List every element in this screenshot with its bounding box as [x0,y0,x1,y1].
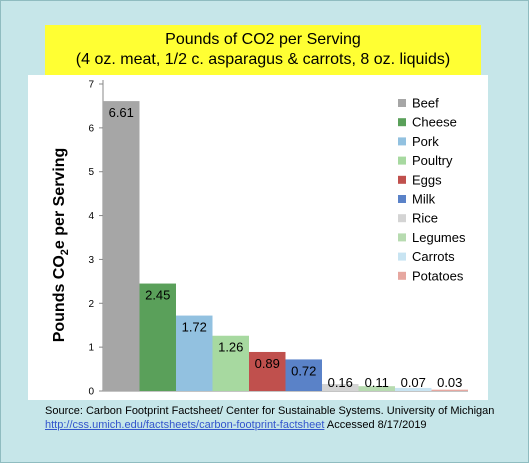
source-text: Source: Carbon Footprint Factsheet/ Cent… [45,405,495,417]
legend-label-beef: Beef [412,96,439,111]
legend-swatch-milk [398,195,406,203]
bar-value-label: 0.07 [401,375,426,390]
legend-label-legumes: Legumes [412,230,466,245]
chart-title: Pounds of CO2 per Serving [165,31,361,48]
bar-cheese [139,283,176,391]
legend-swatch-beef [398,99,406,107]
legend-swatch-poultry [398,156,406,165]
legend-swatch-carrots [398,252,406,261]
bar-pork [176,315,213,391]
bar-eggs [249,351,286,391]
y-tick-label: 5 [88,167,94,178]
chart-subtitle: (4 oz. meat, 1/2 c. asparagus & carrots,… [75,51,451,68]
legend-label-rice: Rice [412,211,438,226]
y-axis-title: Pounds CO2e per Serving [51,148,71,343]
chart-title-box: Pounds of CO2 per Serving (4 oz. meat, 1… [45,25,481,75]
legend-swatch-cheese [398,118,406,127]
bar-legumes [358,386,395,391]
y-tick-label: 2 [88,299,94,310]
bar-beef [103,101,140,392]
legend-label-cheese: Cheese [412,115,457,130]
bar-value-label: 0.03 [437,375,462,390]
legend-label-potatoes: Potatoes [412,268,464,283]
legend-swatch-pork [398,137,406,146]
legend-swatch-eggs [398,175,406,184]
y-tick-label: 0 [88,387,94,398]
y-tick-label: 4 [88,211,94,222]
bar-value-label: 2.45 [145,288,170,303]
legend-swatch-rice [398,214,406,223]
y-tick-label: 7 [88,80,94,91]
bar-value-label: 0.11 [365,375,389,390]
legend-label-milk: Milk [412,192,436,207]
source-accessed: Accessed 8/17/2019 [324,419,427,431]
bar-poultry [212,335,249,391]
legend-swatch-potatoes [398,271,406,280]
legend-label-carrots: Carrots [412,249,455,264]
source-note: Source: Carbon Footprint Factsheet/ Cent… [45,404,505,432]
bar-carrots [395,387,432,391]
source-link[interactable]: http://css.umich.edu/factsheets/carbon-f… [45,419,325,431]
y-tick-label: 6 [88,123,94,134]
bar-milk [285,359,322,391]
legend-swatch-legumes [398,233,406,242]
bar-potatoes [431,389,468,391]
legend-label-eggs: Eggs [412,172,442,187]
bar-value-label: 0.72 [291,363,316,378]
y-tick-label: 1 [88,343,94,354]
bar-value-label: 1.72 [182,320,207,335]
bar-value-label: 1.26 [218,340,243,355]
legend-label-poultry: Poultry [412,153,453,168]
bar-rice [322,383,359,391]
bar-value-label: 6.61 [109,105,134,120]
bar-value-label: 0.89 [255,356,280,371]
bar-value-label: 0.16 [328,375,353,390]
legend-label-pork: Pork [412,134,439,149]
y-tick-label: 3 [88,255,94,266]
